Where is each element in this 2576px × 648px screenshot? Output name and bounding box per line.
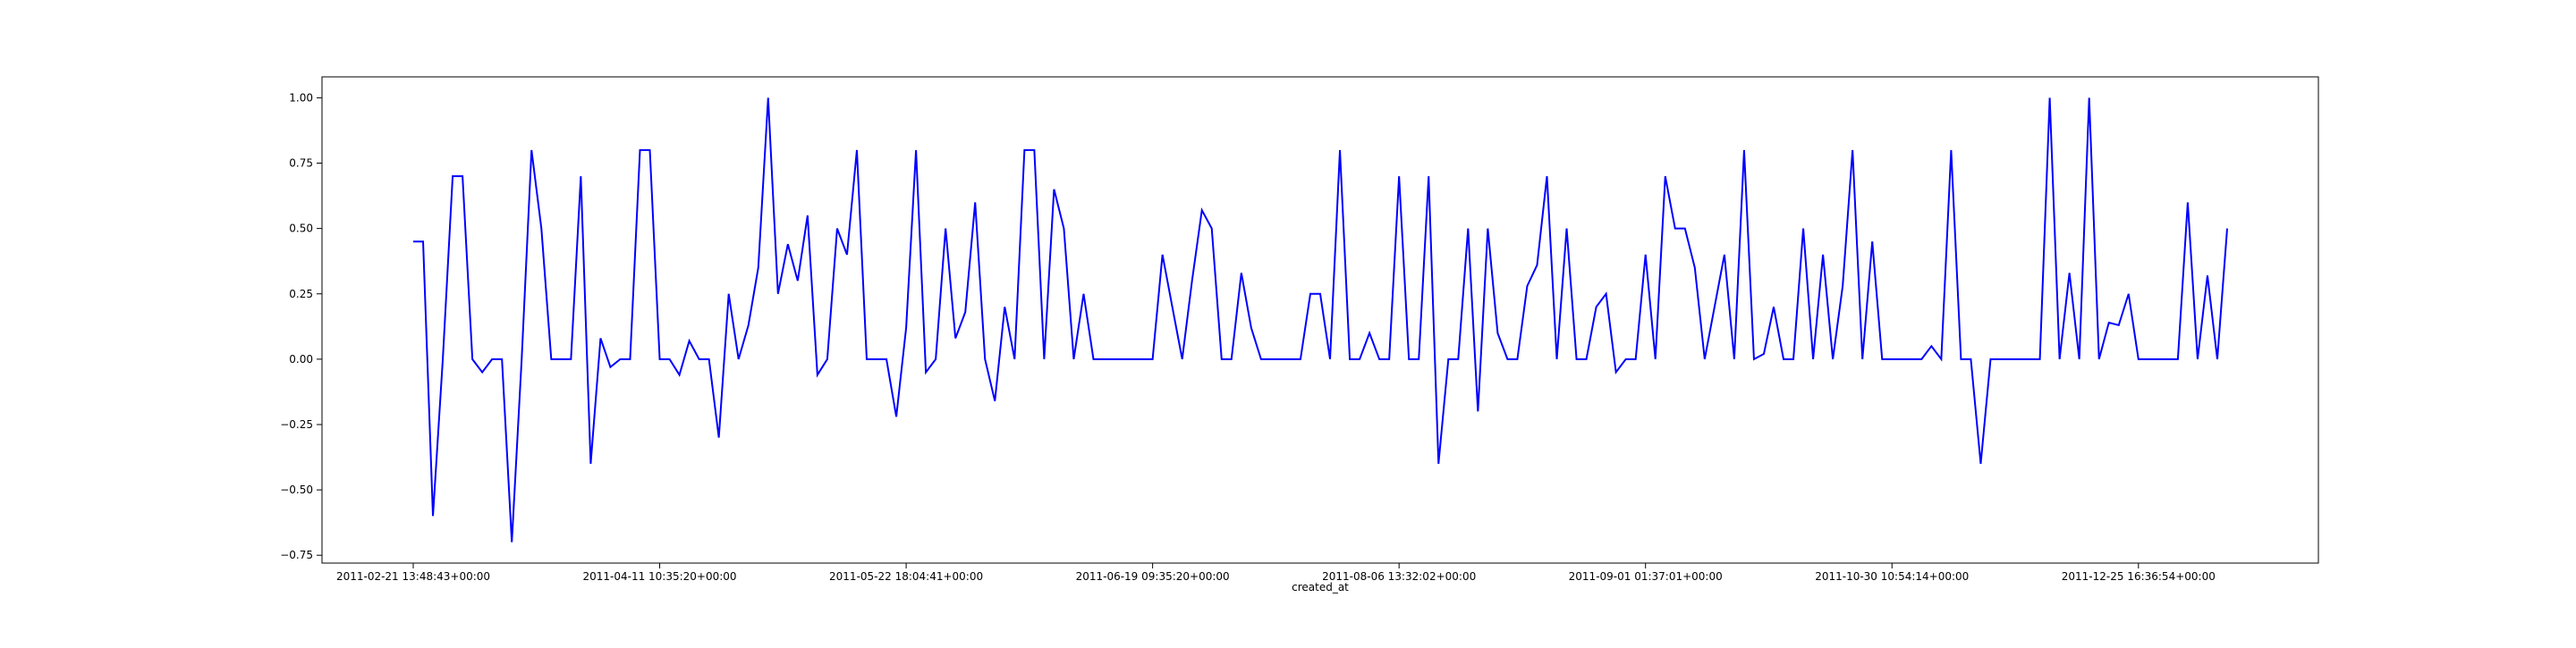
x-tick-label: 2011-12-25 16:36:54+00:00 (2062, 570, 2216, 583)
x-tick-label: 2011-10-30 10:54:14+00:00 (1815, 570, 1969, 583)
y-tick-label: 0.50 (289, 223, 313, 235)
plot-frame (321, 76, 2319, 564)
series-line (413, 97, 2228, 543)
y-tick-label: −0.75 (280, 549, 313, 561)
y-tick-label: −0.50 (280, 484, 313, 496)
y-tick-label: 0.25 (289, 288, 313, 300)
x-tick-label: 2011-08-06 13:32:02+00:00 (1322, 570, 1476, 583)
y-tick-label: 0.75 (289, 157, 313, 170)
x-axis: 2011-02-21 13:48:43+00:00 2011-04-11 10:3… (336, 563, 2216, 583)
y-tick-label: −0.25 (280, 418, 313, 431)
series-line-layer (413, 97, 2228, 543)
x-tick-label: 2011-06-19 09:35:20+00:00 (1076, 570, 1230, 583)
x-axis-label: created_at (1292, 581, 1349, 593)
y-tick-label: 0.00 (289, 353, 313, 366)
x-tick-label: 2011-09-01 01:37:01+00:00 (1569, 570, 1723, 583)
x-tick-label: 2011-04-11 10:35:20+00:00 (582, 570, 736, 583)
y-axis: 1.00 0.75 0.50 0.25 0.00 −0.25 −0.50 −0.75 (280, 91, 322, 561)
x-tick-label: 2011-05-22 18:04:41+00:00 (829, 570, 983, 583)
y-tick-label: 1.00 (289, 91, 313, 104)
x-tick-label: 2011-02-21 13:48:43+00:00 (336, 570, 490, 583)
